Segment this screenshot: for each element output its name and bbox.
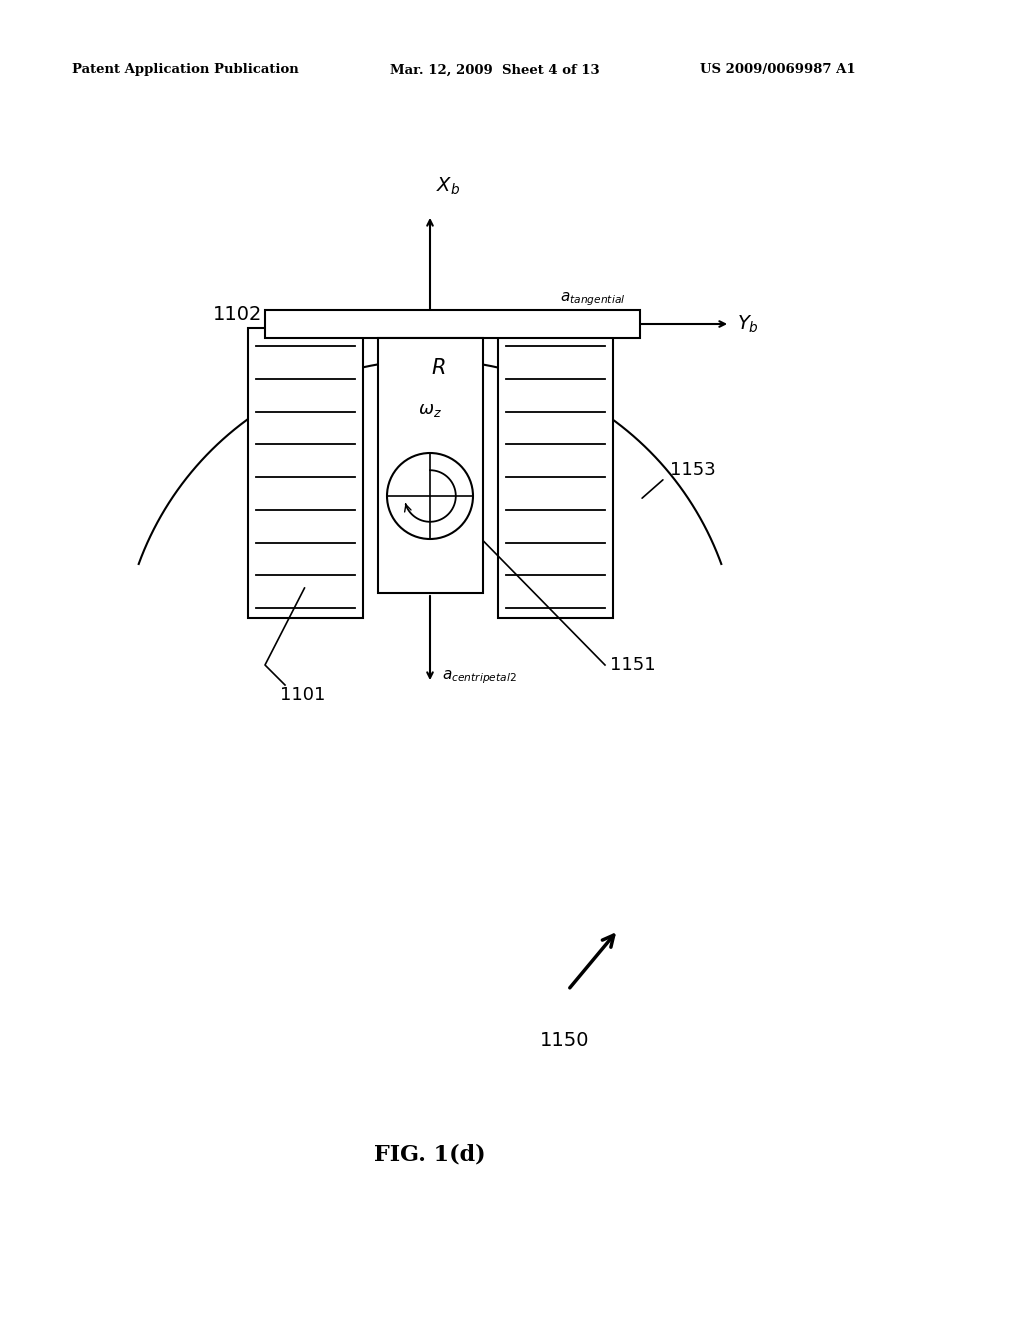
Text: 1151: 1151 [610, 656, 655, 675]
Text: $X_b$: $X_b$ [436, 176, 460, 197]
Text: 1150: 1150 [540, 1031, 590, 1049]
Bar [265, 310, 640, 338]
Text: $Y_b$: $Y_b$ [737, 313, 759, 335]
Text: 1153: 1153 [670, 461, 716, 479]
Text: $a_{centripetal2}$: $a_{centripetal2}$ [442, 668, 517, 685]
Bar [378, 338, 482, 593]
Text: 1102: 1102 [213, 305, 262, 323]
Text: Mar. 12, 2009  Sheet 4 of 13: Mar. 12, 2009 Sheet 4 of 13 [390, 63, 600, 77]
Text: 1101: 1101 [280, 686, 326, 704]
Text: US 2009/0069987 A1: US 2009/0069987 A1 [700, 63, 856, 77]
Text: $R$: $R$ [431, 358, 445, 378]
Text: Patent Application Publication: Patent Application Publication [72, 63, 299, 77]
Text: $\omega_z$: $\omega_z$ [418, 401, 442, 418]
Bar [498, 327, 612, 618]
Text: FIG. 1(d): FIG. 1(d) [374, 1144, 485, 1166]
Text: $a_{tangential}$: $a_{tangential}$ [560, 290, 626, 308]
Bar [248, 327, 362, 618]
